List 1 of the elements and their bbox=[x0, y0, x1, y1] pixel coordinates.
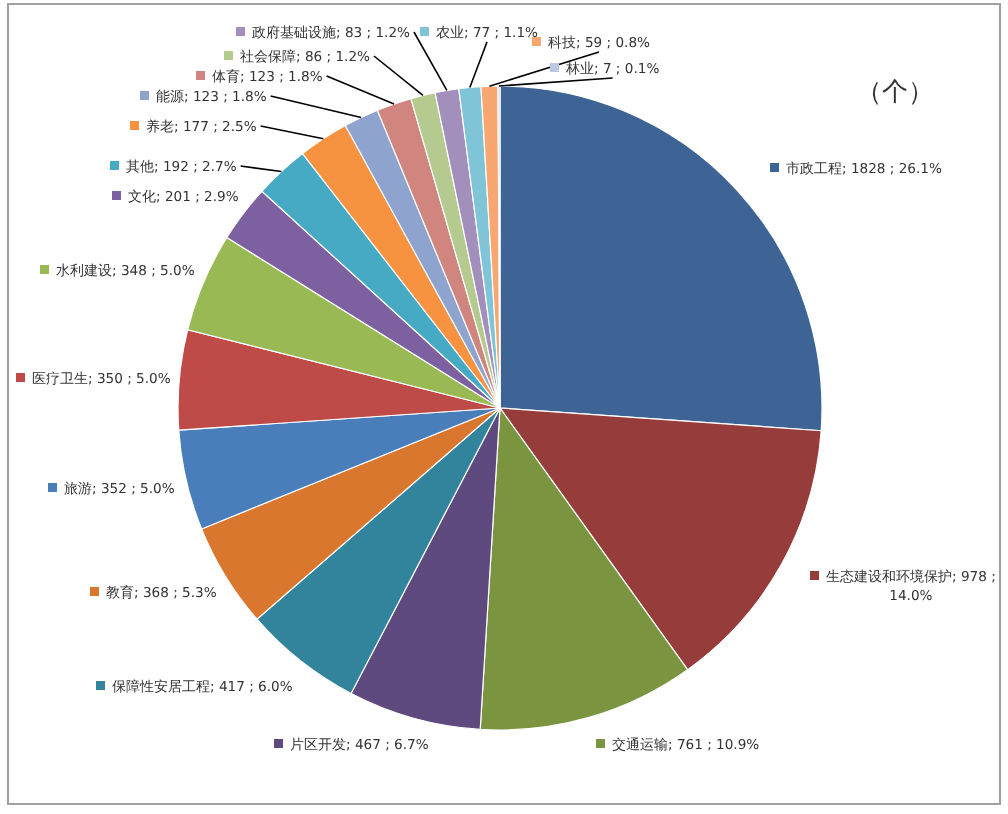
annotation: （个） bbox=[856, 78, 934, 108]
